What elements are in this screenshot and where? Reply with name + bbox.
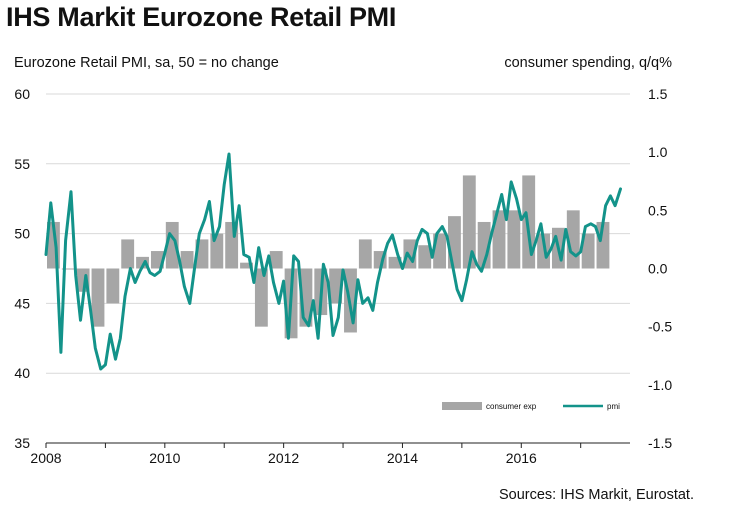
right-y-ticks: 1.5 1.0 0.5 0.0 -0.5 -1.0 -1.5 [648, 86, 672, 451]
consumer-exp-bar [91, 268, 105, 327]
x-tick-label: 2012 [268, 450, 299, 466]
consumer-exp-bar [581, 233, 595, 269]
consumer-exp-bar [136, 256, 149, 269]
consumer-exp-bar [121, 239, 135, 269]
x-tick-label: 2014 [387, 450, 418, 466]
left-y-tick-label: 45 [14, 295, 30, 311]
consumer-exp-bar [358, 239, 372, 269]
x-tick-label: 2016 [506, 450, 537, 466]
source-note: Sources: IHS Markit, Eurostat. [498, 487, 694, 503]
consumer-exp-bar [180, 251, 194, 269]
consumer-exp-bar [507, 210, 521, 269]
left-y-tick-label: 40 [14, 365, 30, 381]
legend-bar-swatch [442, 402, 482, 410]
consumer-exp-bar [492, 210, 506, 269]
consumer-exp-bar [210, 233, 224, 269]
consumer-exp-bar [61, 268, 75, 270]
pmi-line [44, 152, 622, 371]
pmi-line-layer [44, 152, 622, 371]
consumer-exp-bar [462, 175, 476, 269]
consumer-exp-bar [448, 216, 461, 269]
legend-line-label: pmi [607, 402, 620, 411]
consumer-exp-bars [47, 175, 610, 339]
consumer-exp-bar [537, 233, 550, 269]
consumer-exp-bar [240, 262, 253, 269]
legend-bar-label: consumer exp [486, 402, 537, 411]
left-y-tick-label: 50 [14, 226, 30, 242]
right-y-tick-label: 1.0 [648, 144, 668, 160]
left-axis-title: Eurozone Retail PMI, sa, 50 = no change [14, 55, 279, 71]
legend: consumer exp pmi [442, 402, 620, 411]
right-y-tick-label: 0.5 [648, 202, 668, 218]
x-ticks: 2008 2010 2012 2014 2016 [30, 443, 582, 466]
left-y-tick-label: 35 [14, 435, 30, 451]
chart-title: IHS Markit Eurozone Retail PMI [6, 2, 397, 32]
consumer-exp-bar [254, 268, 268, 327]
consumer-exp-bar [418, 245, 432, 269]
consumer-exp-bar [329, 268, 343, 304]
consumer-exp-bar [106, 268, 120, 304]
left-y-tick-label: 55 [14, 156, 30, 172]
x-tick-label: 2010 [149, 450, 180, 466]
right-y-tick-label: 0.0 [648, 261, 668, 277]
consumer-exp-bar [388, 256, 402, 269]
right-y-tick-label: -1.5 [648, 435, 672, 451]
consumer-exp-bar [269, 251, 283, 269]
left-y-ticks: 60 55 50 45 40 35 [14, 86, 30, 451]
right-axis-title: consumer spending, q/q% [504, 55, 672, 71]
right-y-tick-label: -1.0 [648, 377, 672, 393]
right-y-tick-label: -0.5 [648, 319, 672, 335]
consumer-exp-bar [596, 221, 610, 269]
right-y-tick-label: 1.5 [648, 86, 668, 102]
x-tick-label: 2008 [30, 450, 61, 466]
left-y-tick-label: 60 [14, 86, 30, 102]
